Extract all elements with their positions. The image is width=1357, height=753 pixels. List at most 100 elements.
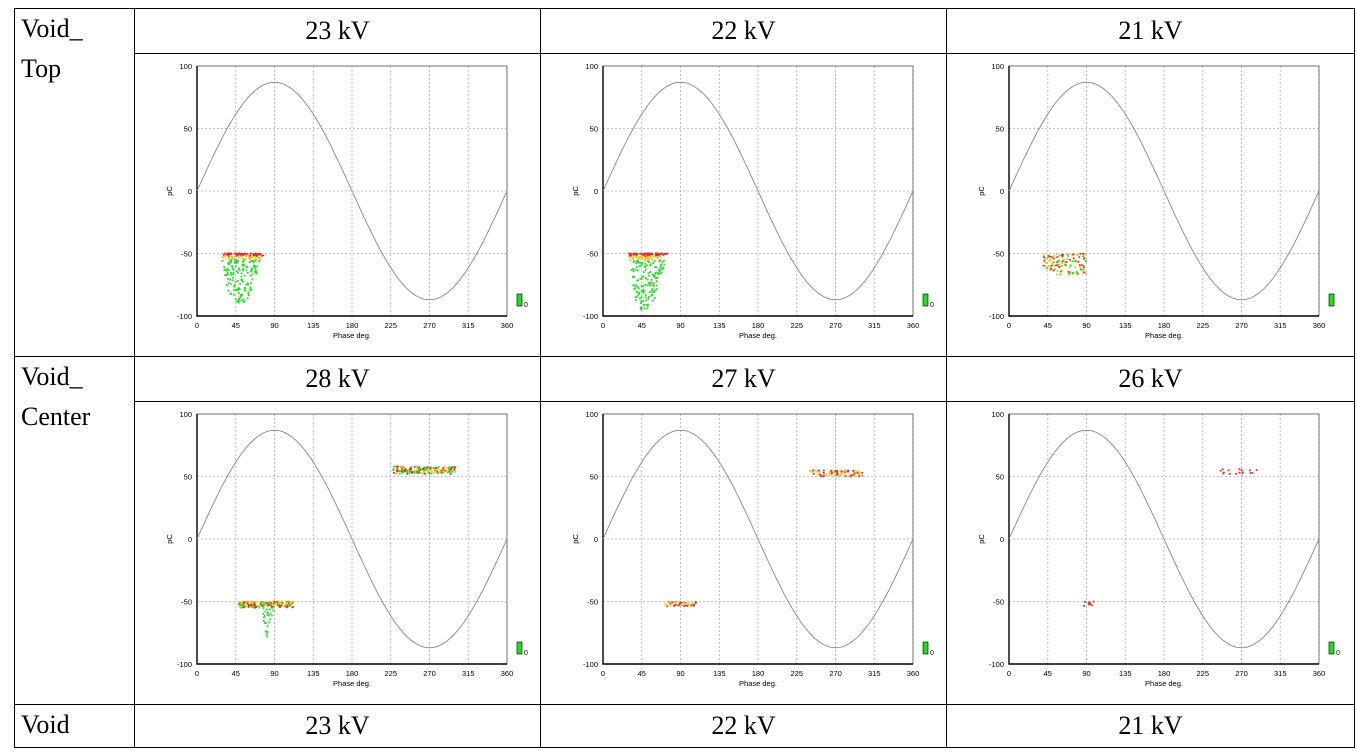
axis-line (196, 414, 507, 665)
data-point (1049, 269, 1052, 272)
data-point (635, 299, 637, 302)
data-point (639, 277, 642, 280)
x-tick-label: 270 (829, 669, 842, 678)
data-point (264, 602, 267, 604)
x-tick-label: 225 (384, 321, 397, 330)
data-point (291, 606, 294, 609)
data-point (421, 468, 424, 471)
data-point (259, 603, 262, 606)
data-point (238, 298, 241, 301)
data-point (289, 602, 292, 605)
data-point (402, 471, 405, 473)
plot-cell: 0 45 90 135 180 225 270 315 360 100 50 0 -50 -100 Phas… (540, 401, 947, 705)
data-point (430, 467, 433, 470)
data-point (238, 288, 241, 290)
y-axis-label: pC (977, 534, 986, 544)
data-point (244, 252, 247, 255)
data-point (677, 604, 680, 607)
y-tick-label: 0 (188, 535, 192, 544)
data-point (279, 603, 282, 606)
data-point (858, 471, 861, 474)
data-point (232, 276, 234, 279)
data-point (246, 282, 249, 285)
data-point (423, 469, 425, 472)
data-point (644, 268, 647, 271)
data-point (244, 255, 247, 257)
data-point (1077, 260, 1080, 263)
legend-color-swatch (1328, 293, 1335, 307)
data-point (247, 605, 250, 608)
data-point (227, 273, 229, 276)
row-label-line2: Center (21, 402, 91, 431)
data-point (443, 465, 446, 468)
data-point (857, 475, 860, 478)
data-point (631, 256, 634, 259)
data-point (255, 255, 258, 257)
data-point (269, 612, 272, 615)
data-point (632, 261, 635, 264)
data-point (230, 271, 232, 274)
data-point (831, 472, 834, 474)
data-point (263, 622, 266, 624)
prpd-chart: 0 45 90 135 180 225 270 315 360 100 50 0 -50 -100 Phas… (165, 410, 528, 688)
data-point (266, 625, 269, 628)
data-point (652, 274, 655, 277)
data-point (243, 274, 246, 277)
y-tick-label: 100 (179, 410, 192, 419)
data-point (1228, 473, 1231, 475)
data-point (835, 470, 838, 473)
data-point (288, 603, 291, 606)
y-tick-label: -50 (181, 598, 192, 607)
data-point (642, 275, 645, 278)
x-tick-label: 225 (384, 669, 397, 678)
data-point (260, 602, 263, 605)
data-point (649, 271, 652, 273)
data-point (241, 606, 244, 609)
data-point (641, 254, 644, 256)
data-point (281, 600, 284, 603)
data-point (420, 471, 422, 474)
data-point (400, 466, 403, 468)
data-point (1053, 268, 1056, 271)
data-point (292, 606, 295, 608)
data-point (1060, 254, 1063, 256)
data-point (254, 270, 257, 272)
data-point (685, 604, 688, 607)
data-point (262, 620, 265, 622)
data-point (232, 267, 234, 270)
data-point (849, 473, 852, 476)
data-point (683, 604, 686, 607)
data-point (253, 259, 256, 262)
data-point (240, 295, 243, 298)
data-point (852, 469, 855, 472)
column-header: 21 kV (946, 8, 1355, 54)
data-point (266, 613, 269, 616)
data-point (1078, 256, 1081, 259)
data-point (642, 290, 644, 292)
data-point (1071, 271, 1074, 274)
data-point (647, 257, 649, 260)
x-tick-label: 270 (1235, 669, 1248, 678)
data-point (238, 602, 241, 605)
data-point (651, 291, 654, 294)
x-tick-label: 315 (462, 321, 475, 330)
data-point (453, 468, 456, 471)
column-header: 22 kV (540, 8, 947, 54)
data-point (639, 252, 642, 255)
sine-reference-line (602, 429, 914, 649)
data-point (657, 272, 659, 274)
data-point (231, 256, 234, 258)
data-point (1068, 270, 1071, 273)
prpd-chart: 0 45 90 135 180 225 270 315 360 100 50 0 -50 -100 Phas… (977, 410, 1340, 688)
data-point (632, 270, 635, 273)
data-point (252, 264, 255, 267)
data-point (640, 302, 642, 304)
data-point (659, 270, 662, 272)
y-axis-label: pC (571, 186, 580, 196)
data-point (1064, 263, 1066, 266)
data-point (437, 466, 440, 468)
data-point (252, 601, 255, 604)
data-point (227, 257, 230, 260)
data-point (235, 265, 237, 268)
data-point (226, 267, 229, 270)
